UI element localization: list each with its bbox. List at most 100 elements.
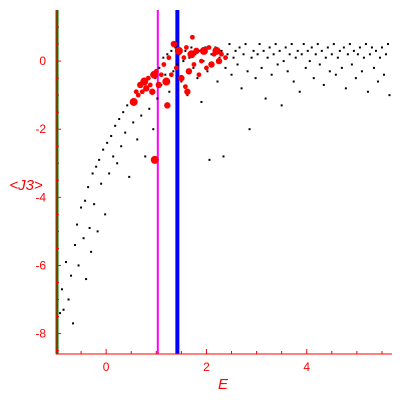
black-point (59, 312, 62, 315)
black-point (362, 56, 365, 59)
red-point (170, 40, 178, 48)
black-point (356, 53, 359, 56)
black-point (194, 53, 197, 56)
black-point (210, 53, 213, 56)
black-point (132, 121, 135, 124)
black-point (226, 53, 229, 56)
black-point (246, 70, 249, 73)
y-tick-label: 0 (39, 54, 46, 68)
red-point (193, 47, 200, 55)
black-point (272, 53, 275, 56)
black-point (122, 111, 125, 114)
red-point (199, 58, 204, 64)
black-point (378, 56, 381, 59)
black-point (328, 70, 331, 73)
black-point (340, 66, 343, 69)
black-point (318, 63, 321, 66)
black-point (196, 77, 199, 80)
red-point (215, 57, 223, 65)
black-point (374, 49, 377, 52)
red-point (204, 65, 209, 71)
black-point (344, 87, 347, 90)
black-point (316, 43, 319, 46)
black-point (294, 56, 297, 59)
black-point (65, 261, 68, 264)
red-point (223, 55, 228, 61)
black-point (296, 49, 299, 52)
black-point (156, 97, 159, 100)
black-point (336, 56, 339, 59)
black-point (87, 186, 90, 189)
black-point (370, 46, 373, 49)
black-point (140, 114, 143, 117)
red-point (212, 46, 221, 55)
black-points-series (59, 43, 391, 325)
black-point (384, 53, 387, 56)
black-point (354, 77, 357, 80)
black-point (300, 53, 303, 56)
black-point (88, 226, 91, 229)
black-point (144, 155, 147, 158)
black-point (116, 162, 119, 165)
black-point (95, 165, 98, 168)
black-point (90, 250, 93, 253)
black-point (242, 53, 245, 56)
red-point (161, 62, 167, 67)
black-point (148, 107, 151, 110)
black-point (182, 60, 185, 63)
black-point (218, 56, 221, 59)
black-point (386, 43, 389, 46)
red-point (219, 51, 224, 57)
red-point (206, 45, 212, 50)
red-point (208, 61, 215, 68)
black-point (358, 46, 361, 49)
red-point (196, 72, 202, 78)
black-point (238, 46, 241, 49)
black-point (98, 158, 101, 161)
black-point (158, 66, 161, 69)
x-axis-label: E (218, 376, 229, 393)
black-point (232, 56, 235, 59)
y-axis-label: <J3> (9, 177, 43, 194)
black-point (268, 46, 271, 49)
black-point (93, 203, 96, 206)
black-point (76, 223, 79, 226)
black-point (96, 230, 99, 233)
red-point (199, 46, 208, 55)
black-point (364, 43, 367, 46)
black-point (74, 244, 77, 247)
black-point (106, 141, 109, 144)
black-point (166, 53, 169, 56)
black-point (128, 175, 131, 178)
black-point (304, 66, 307, 69)
red-point (135, 92, 141, 98)
black-point (330, 53, 333, 56)
black-point (360, 70, 363, 73)
x-ticks: 0 2 4 (55, 349, 383, 374)
black-point (306, 49, 309, 52)
black-point (282, 60, 285, 63)
black-point (136, 138, 139, 141)
red-point (183, 45, 189, 50)
red-point (173, 65, 179, 71)
black-point (338, 49, 341, 52)
black-point (352, 49, 355, 52)
black-point (200, 100, 203, 103)
black-point (67, 298, 70, 301)
black-point (256, 53, 259, 56)
black-point (380, 46, 383, 49)
red-point (184, 88, 191, 95)
black-point (222, 155, 225, 158)
black-point (206, 70, 209, 73)
black-point (234, 49, 237, 52)
black-point (262, 49, 265, 52)
black-point (77, 264, 80, 267)
black-point (292, 80, 295, 83)
x-tick-label: 4 (303, 360, 310, 374)
red-point (174, 46, 183, 55)
red-point (162, 77, 171, 86)
black-point (250, 56, 253, 59)
black-point (72, 322, 75, 325)
red-point (166, 55, 172, 61)
black-point (162, 56, 165, 59)
